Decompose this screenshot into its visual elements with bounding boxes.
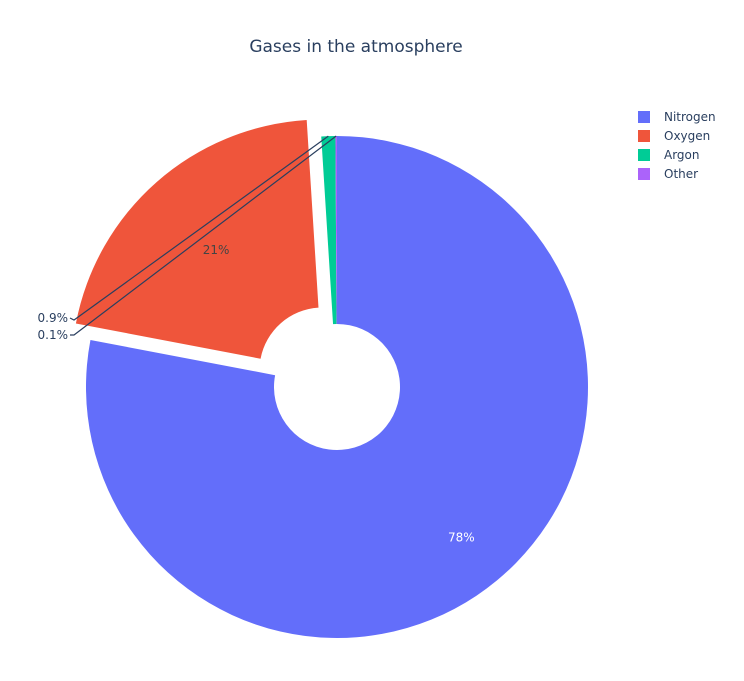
slice-label-other: 0.1% xyxy=(38,328,69,342)
legend-item-oxygen[interactable]: Oxygen xyxy=(638,129,710,143)
slice-label-argon: 0.9% xyxy=(38,311,69,325)
legend-swatch-oxygen xyxy=(638,130,650,142)
slice-label-nitrogen: 78% xyxy=(448,530,475,544)
slice-label-oxygen: 21% xyxy=(203,243,230,257)
legend-label-other: Other xyxy=(664,167,698,181)
label-leader-line-other xyxy=(70,135,337,336)
chart-title: Gases in the atmosphere xyxy=(249,37,462,57)
legend-swatch-argon xyxy=(638,149,650,161)
pie-slice-other[interactable] xyxy=(335,136,337,325)
legend-label-oxygen: Oxygen xyxy=(664,129,710,143)
pie-slice-labels: 78% 21% 0.9% 0.1% xyxy=(38,135,475,544)
legend-item-other[interactable]: Other xyxy=(638,167,698,181)
pie-slice-oxygen[interactable] xyxy=(75,119,319,359)
legend-label-nitrogen: Nitrogen xyxy=(664,110,716,124)
pie-slices xyxy=(75,119,588,638)
legend-item-nitrogen[interactable]: Nitrogen xyxy=(638,110,716,124)
legend: Nitrogen Oxygen Argon Other xyxy=(638,110,716,181)
legend-swatch-nitrogen xyxy=(638,111,650,123)
label-leader-line-argon xyxy=(69,135,329,321)
legend-label-argon: Argon xyxy=(664,148,700,162)
legend-swatch-other xyxy=(638,168,650,180)
pie-slice-argon[interactable] xyxy=(321,136,337,325)
legend-item-argon[interactable]: Argon xyxy=(638,148,700,162)
pie-slice-nitrogen[interactable] xyxy=(85,136,588,638)
